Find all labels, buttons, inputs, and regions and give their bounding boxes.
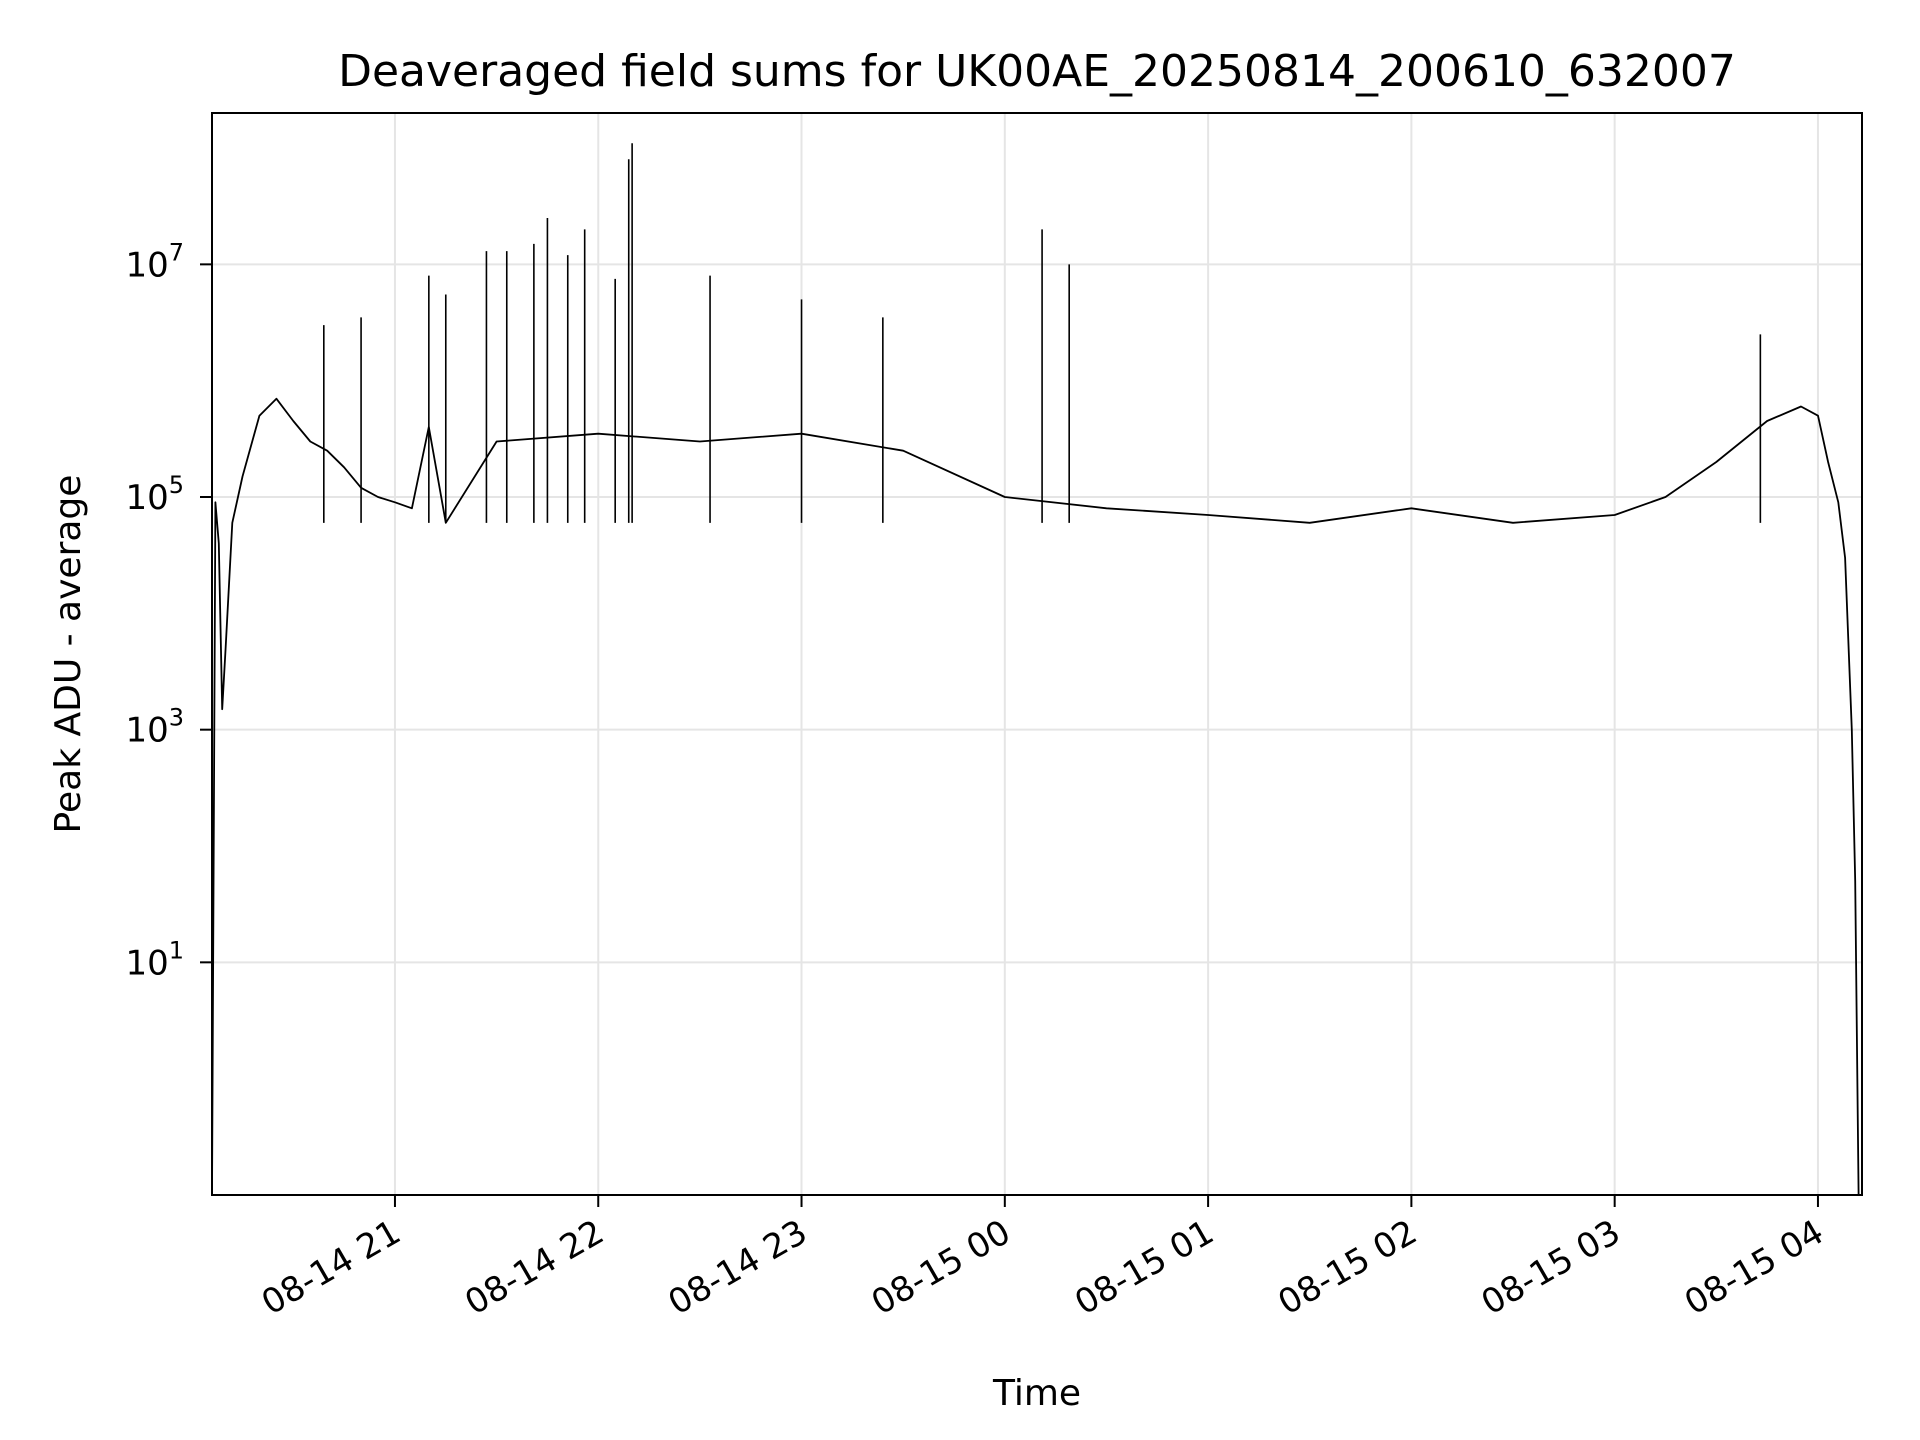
x-axis-label: Time bbox=[992, 1373, 1081, 1414]
plot-frame bbox=[211, 112, 1863, 1196]
y-axis: 101 103 105 107 bbox=[125, 238, 212, 983]
chart-title: Deaveraged field sums for UK00AE_2025081… bbox=[338, 46, 1736, 97]
y-tick-label: 103 bbox=[125, 704, 184, 751]
y-axis-label: Peak ADU - average bbox=[48, 475, 89, 834]
y-tick-label: 107 bbox=[125, 238, 184, 285]
y-tick-label: 105 bbox=[125, 471, 184, 518]
data-series bbox=[212, 143, 1862, 1195]
y-tick-label: 101 bbox=[125, 936, 184, 983]
series-line bbox=[212, 397, 1862, 1195]
